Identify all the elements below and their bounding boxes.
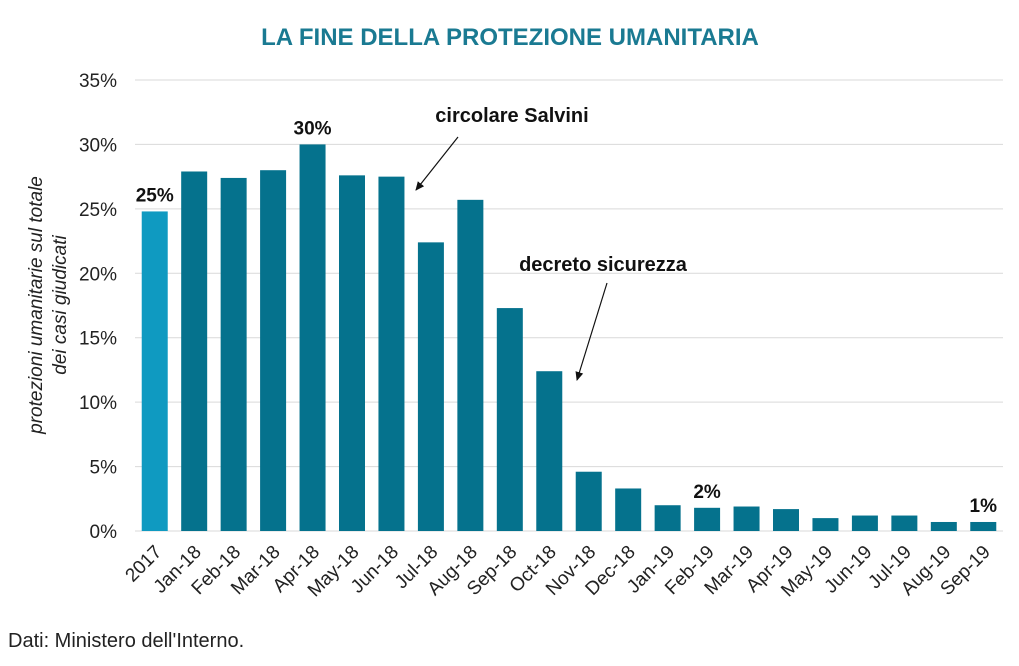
bar-Jun-19 xyxy=(851,515,878,531)
data-label: 1% xyxy=(970,496,998,517)
bar-Jan-18 xyxy=(181,171,208,531)
bar-Sep-19 xyxy=(970,521,997,531)
bar-Jan-19 xyxy=(654,505,681,531)
y-tick-label: 20% xyxy=(79,264,117,285)
bar-Oct-18 xyxy=(536,371,563,531)
data-label: 25% xyxy=(136,185,174,206)
bar-Feb-18 xyxy=(220,177,247,531)
bars xyxy=(141,144,997,532)
annotations: circolare Salvini decreto sicurezza xyxy=(415,105,688,381)
y-tick-label: 10% xyxy=(79,393,117,414)
bar-Aug-18 xyxy=(457,199,484,531)
bar-Jul-18 xyxy=(417,242,444,532)
data-label: 30% xyxy=(294,118,332,139)
annotation-arrow xyxy=(575,282,608,381)
bar-May-19 xyxy=(812,518,839,531)
y-tick-label: 30% xyxy=(79,135,117,156)
bar-Apr-19 xyxy=(773,509,799,531)
y-axis-ticks: 0% 5% 10% 15% 20% 25% 30% 35% xyxy=(79,71,117,543)
source-note: Dati: Ministero dell'Interno. xyxy=(8,630,245,652)
y-tick-label: 0% xyxy=(90,522,118,543)
bar-Apr-18 xyxy=(299,144,326,531)
bar-Mar-19 xyxy=(733,506,760,531)
y-axis-label-line1: protezioni umanitarie sul totale xyxy=(26,176,47,435)
x-axis-ticks: 2017Jan-18Feb-18Mar-18Apr-18May-18Jun-18… xyxy=(122,542,995,602)
bar-Aug-19 xyxy=(930,521,957,531)
annotation-label: decreto sicurezza xyxy=(519,254,688,276)
bar-Dec-18 xyxy=(615,488,642,531)
y-tick-label: 5% xyxy=(90,458,118,479)
bar-Jul-19 xyxy=(891,515,918,531)
y-tick-label: 25% xyxy=(79,200,117,221)
annotation-label: circolare Salvini xyxy=(435,105,588,127)
annotation-arrow xyxy=(415,136,459,191)
bar-Nov-18 xyxy=(575,471,602,531)
bar-Mar-18 xyxy=(260,170,287,531)
bar-2017 xyxy=(141,211,168,532)
y-axis-label-line2: dei casi giudicati xyxy=(50,235,71,375)
y-tick-label: 35% xyxy=(79,71,117,92)
data-labels: 25% 30% 2% 1% xyxy=(136,118,997,517)
bar-Sep-18 xyxy=(496,308,523,531)
bar-Feb-19 xyxy=(694,507,721,531)
bar-Jun-18 xyxy=(378,176,405,531)
y-tick-label: 15% xyxy=(79,329,117,350)
chart-title: LA FINE DELLA PROTEZIONE UMANITARIA xyxy=(261,24,759,51)
bar-May-18 xyxy=(339,175,365,531)
data-label: 2% xyxy=(693,482,721,503)
